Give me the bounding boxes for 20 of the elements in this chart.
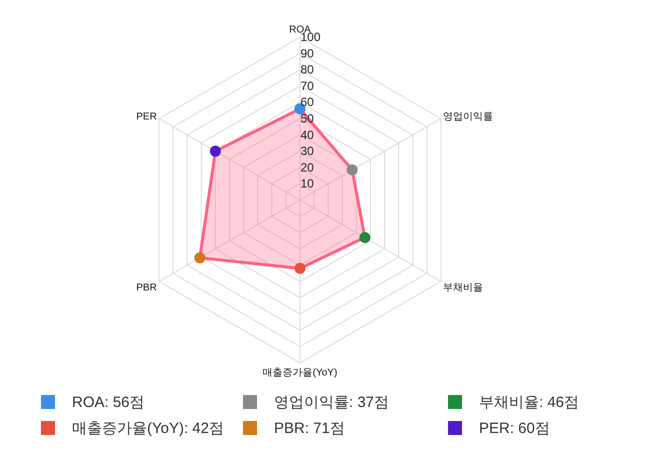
text: PBR: 71점 (274, 420, 345, 437)
text: 영업이익률: 37점 (274, 394, 390, 411)
text: 매출증가율(YoY): 42점 (72, 420, 224, 437)
text: 부채비율: 46점 (479, 394, 580, 411)
text: PER: 60점 (479, 420, 550, 437)
spoke-label: 부채비율 (443, 282, 484, 294)
y-tick-label: 60 (300, 95, 314, 110)
y-tick-label: 10 (300, 176, 314, 191)
y-tick-label: 50 (300, 112, 314, 126)
y-tick-label: 70 (300, 78, 314, 93)
spoke-label: PBR (136, 282, 157, 294)
y-tick-label: 90 (300, 46, 314, 60)
spoke-label: PER (136, 111, 157, 122)
y-tick-label: 30 (300, 144, 314, 158)
y-tick-label: 40 (300, 128, 314, 142)
y-tick-label: 80 (300, 62, 314, 77)
spoke-label: 매출증가율(YoY) (262, 367, 338, 378)
text: ROA: 56점 (72, 394, 145, 411)
y-tick-label: 20 (300, 160, 314, 174)
spoke-label: 영업이익률 (443, 111, 494, 122)
